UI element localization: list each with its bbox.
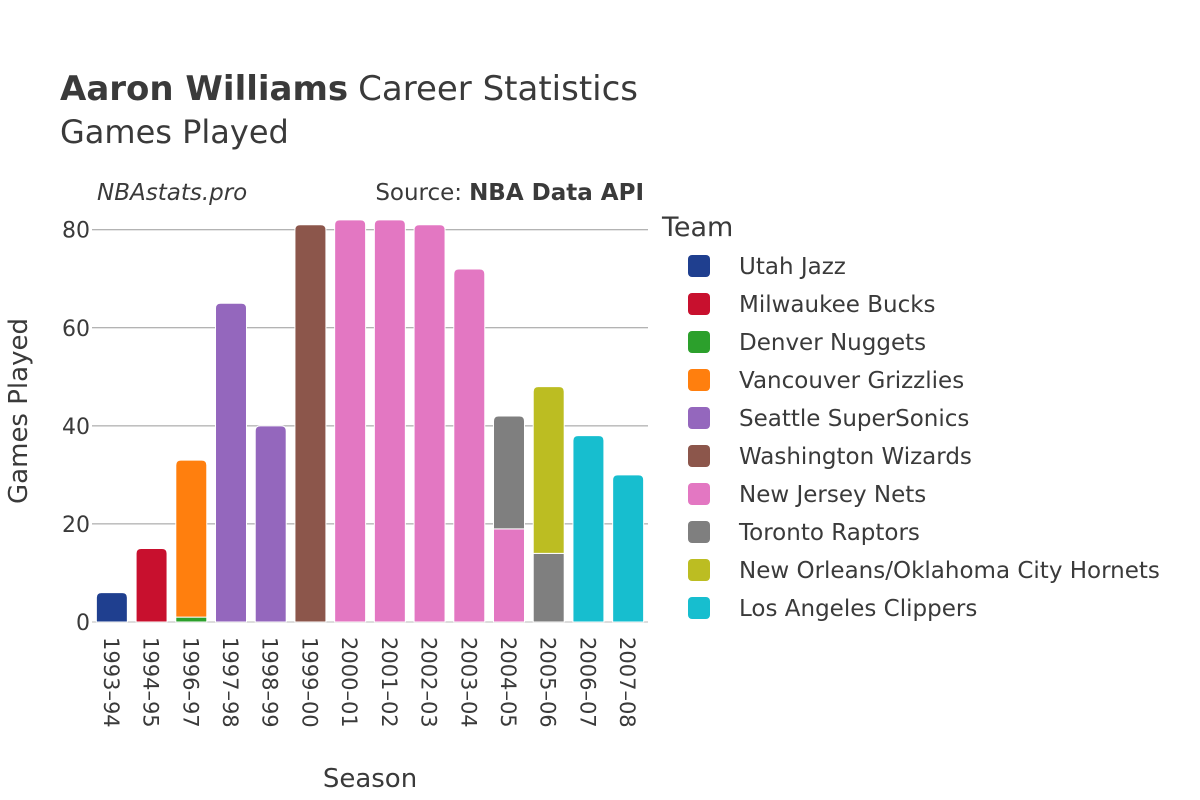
legend-swatch-vancouver-grizzlies[interactable]: [688, 369, 710, 391]
bar-1999–00-washington-wizards: [294, 224, 327, 623]
source-attribution: Source: NBA Data API: [375, 180, 644, 206]
x-tick-label: 1999–00: [297, 637, 321, 728]
legend-label-washington-wizards[interactable]: Washington Wizards: [739, 444, 972, 470]
bar-1996–97-denver-nuggets: [175, 616, 208, 623]
x-axis-ticks: 1993–94 1994–95 1996–97 1997–98 1998–99 1999–…: [99, 637, 639, 728]
chart-title-rest: Career Statistics: [358, 69, 638, 109]
legend-swatch-seattle-supersonics[interactable]: [688, 407, 710, 429]
bar-2000–01-new-jersey-nets: [334, 219, 367, 623]
source-label: Source:: [375, 180, 462, 206]
y-axis-ticks: 0 20 40 60 80: [62, 219, 90, 636]
watermark: NBAstats.pro: [97, 180, 247, 206]
x-axis-title: Season: [323, 764, 417, 794]
legend-swatch-new-jersey-nets[interactable]: [688, 483, 710, 505]
x-tick-label: 1997–98: [218, 637, 242, 728]
chart-subtitle: Games Played: [60, 113, 289, 151]
legend-label-utah-jazz[interactable]: Utah Jazz: [739, 254, 846, 280]
bar-2005–06-toronto-raptors: [532, 552, 565, 623]
legend-label-new-orleans-oklahoma-city-hornets[interactable]: New Orleans/Oklahoma City Hornets: [739, 558, 1160, 584]
x-tick-label: 2004–05: [496, 637, 520, 728]
x-tick-label: 1993–94: [99, 637, 123, 728]
legend-label-toronto-raptors[interactable]: Toronto Raptors: [738, 520, 920, 546]
x-tick-label: 2006–07: [575, 637, 599, 728]
bar-2003–04-new-jersey-nets: [453, 268, 486, 623]
bar-2004–05-new-jersey-nets: [493, 528, 525, 623]
x-tick-label: 2007–08: [615, 637, 639, 728]
legend-label-vancouver-grizzlies[interactable]: Vancouver Grizzlies: [739, 368, 964, 394]
bar-2002–03-new-jersey-nets: [413, 224, 446, 623]
chart-title-player: Aaron Williams: [60, 69, 348, 109]
bar-stacks: [95, 219, 645, 623]
legend-swatch-utah-jazz[interactable]: [688, 255, 710, 277]
y-axis-title: Games Played: [4, 318, 34, 504]
legend-label-seattle-supersonics[interactable]: Seattle SuperSonics: [739, 406, 969, 432]
x-tick-label: 2003–04: [456, 637, 480, 728]
chart-title: Aaron Williams Career Statistics: [60, 69, 638, 109]
legend-swatch-toronto-raptors[interactable]: [688, 521, 710, 543]
bar-2001–02-new-jersey-nets: [373, 219, 406, 623]
bar-1997–98-seattle-supersonics: [215, 302, 247, 623]
legend-swatch-washington-wizards[interactable]: [688, 445, 710, 467]
bar-1996–97-vancouver-grizzlies: [175, 459, 208, 618]
legend-title: Team: [661, 212, 733, 243]
x-tick-label: 2000–01: [337, 637, 361, 728]
source-name: NBA Data API: [469, 180, 644, 206]
y-tick-label: 60: [62, 317, 90, 342]
x-tick-label: 1996–97: [178, 637, 202, 728]
bar-2004–05-toronto-raptors: [493, 415, 525, 530]
bar-1994–95-milwaukee-bucks: [135, 547, 168, 623]
legend-label-milwaukee-bucks[interactable]: Milwaukee Bucks: [739, 292, 936, 318]
y-tick-label: 80: [62, 219, 90, 244]
x-tick-label: 2002–03: [417, 637, 441, 728]
legend-swatch-denver-nuggets[interactable]: [688, 331, 710, 353]
legend-swatch-new-orleans-oklahoma-city-hornets[interactable]: [688, 559, 710, 581]
y-tick-label: 20: [62, 513, 90, 538]
bar-2007–08-los-angeles-clippers: [612, 474, 645, 623]
legend-label-denver-nuggets[interactable]: Denver Nuggets: [739, 330, 926, 356]
y-tick-label: 0: [76, 611, 90, 636]
x-tick-label: 2001–02: [377, 637, 401, 728]
legend: Utah Jazz Milwaukee Bucks Denver Nuggets Va…: [688, 254, 1160, 622]
legend-label-los-angeles-clippers[interactable]: Los Angeles Clippers: [739, 596, 977, 622]
bar-1998–99-seattle-supersonics: [254, 425, 287, 623]
bar-2005–06-new-orleans-oklahoma-city-hornets: [532, 386, 565, 554]
x-tick-label: 1998–99: [258, 637, 282, 728]
legend-swatch-milwaukee-bucks[interactable]: [688, 293, 710, 315]
x-tick-label: 1994–95: [139, 637, 163, 728]
y-tick-label: 40: [62, 415, 90, 440]
x-tick-label: 2005–06: [536, 637, 560, 728]
bar-2006–07-los-angeles-clippers: [572, 435, 605, 623]
legend-swatch-los-angeles-clippers[interactable]: [688, 597, 710, 619]
bar-1993–94-utah-jazz: [95, 592, 128, 623]
legend-label-new-jersey-nets[interactable]: New Jersey Nets: [739, 482, 926, 508]
